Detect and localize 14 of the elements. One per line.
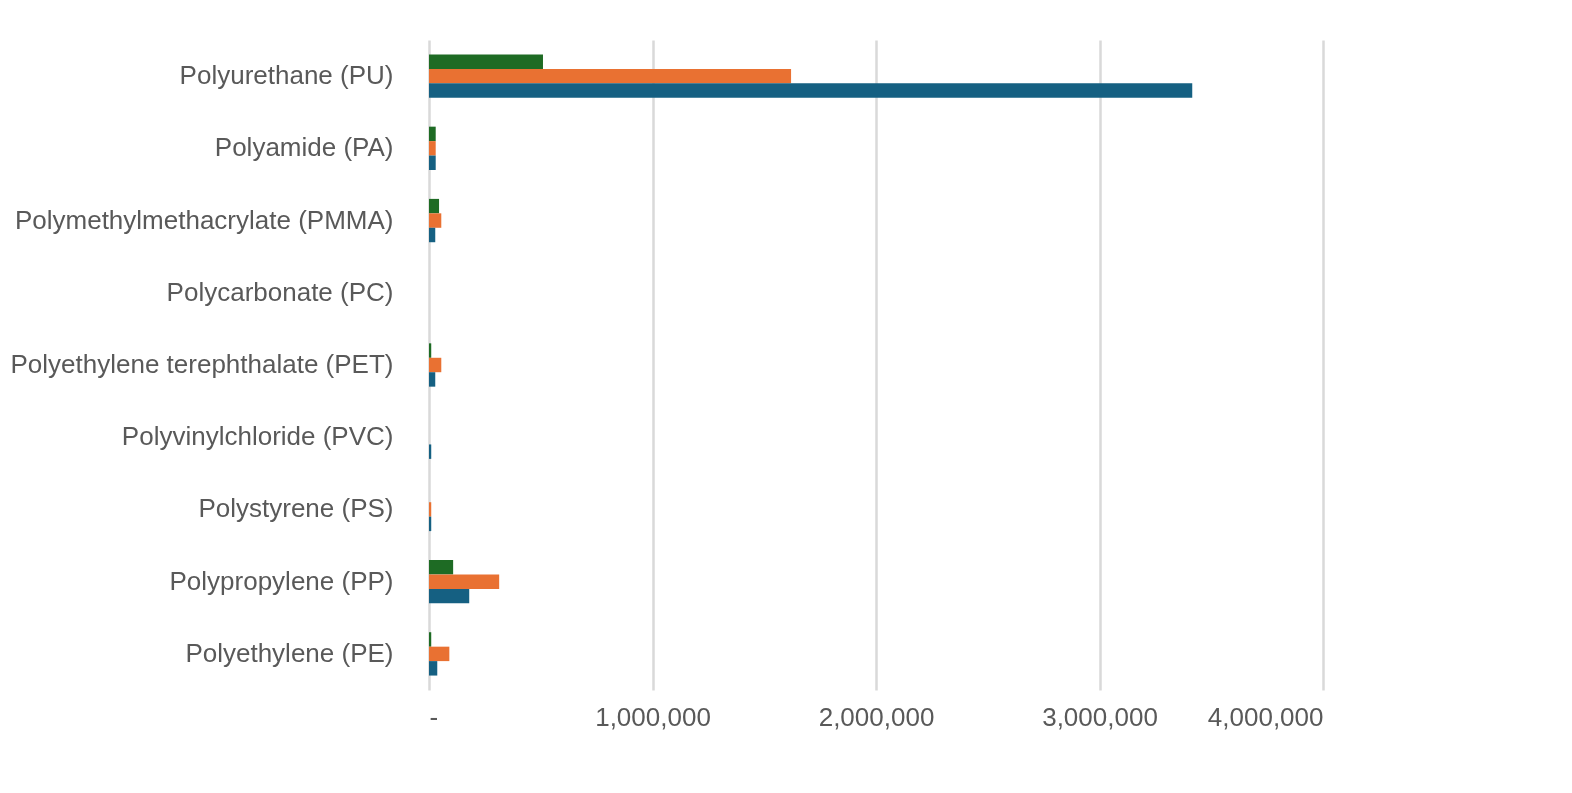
y-tick-label: Polycarbonate (PC) <box>166 276 394 307</box>
y-tick-label: Polyvinylchloride (PVC) <box>121 421 394 452</box>
x-tick-label: 3,000,000 <box>1042 701 1158 732</box>
x-tick-label: 1,000,000 <box>595 701 711 732</box>
x-tick-label: 2,000,000 <box>818 701 935 732</box>
y-tick-label: Polyurethane (PU) <box>179 60 394 91</box>
y-tick-label: Polyethylene (PE) <box>185 637 394 668</box>
x-tick-label: 4,000,000 <box>1207 701 1324 732</box>
y-tick-label: Polyamide (PA) <box>214 132 394 163</box>
x-tick-label: - <box>429 701 439 732</box>
y-tick-label: Polymethylmethacrylate (PMMA) <box>14 204 394 235</box>
y-tick-label: Polyethylene terephthalate (PET) <box>10 349 394 379</box>
y-tick-label: Polystyrene (PS) <box>198 493 394 524</box>
y-tick-label: Polypropylene (PP) <box>169 565 394 596</box>
